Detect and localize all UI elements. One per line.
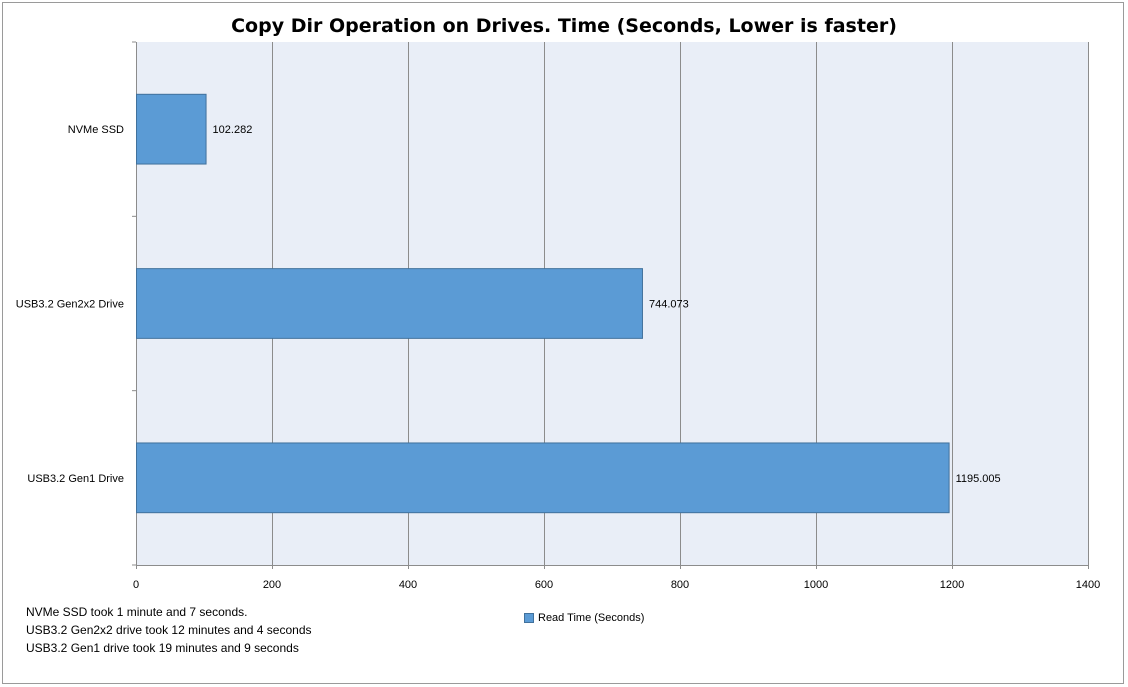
x-tick-label: 1400 (1076, 579, 1100, 591)
category-label: NVMe SSD (68, 124, 124, 136)
x-tick-label: 200 (263, 579, 281, 591)
bar (136, 268, 643, 339)
x-tick-label: 400 (399, 579, 417, 591)
x-tick-label: 0 (133, 579, 139, 591)
data-label: 102.282 (213, 124, 253, 136)
data-label: 1195.005 (956, 473, 1001, 485)
x-tick-label: 1200 (940, 579, 964, 591)
legend: Read Time (Seconds) (524, 612, 644, 624)
x-tick-label: 800 (671, 579, 689, 591)
data-label: 744.073 (649, 299, 689, 311)
legend-label: Read Time (Seconds) (538, 612, 645, 624)
category-label: USB3.2 Gen2x2 Drive (16, 299, 124, 311)
x-tick-label: 1000 (804, 579, 828, 591)
bar (136, 442, 950, 514)
note-line: NVMe SSD took 1 minute and 7 seconds. (26, 605, 248, 619)
notes-text: NVMe SSD took 1 minute and 7 seconds. US… (26, 603, 312, 657)
category-label: USB3.2 Gen1 Drive (27, 473, 124, 485)
note-line: USB3.2 Gen1 drive took 19 minutes and 9 … (26, 641, 299, 655)
legend-swatch (524, 613, 534, 623)
x-tick-label: 600 (535, 579, 553, 591)
bar (136, 93, 207, 165)
chart-title: Copy Dir Operation on Drives. Time (Seco… (231, 15, 897, 37)
note-line: USB3.2 Gen2x2 drive took 12 minutes and … (26, 623, 312, 637)
